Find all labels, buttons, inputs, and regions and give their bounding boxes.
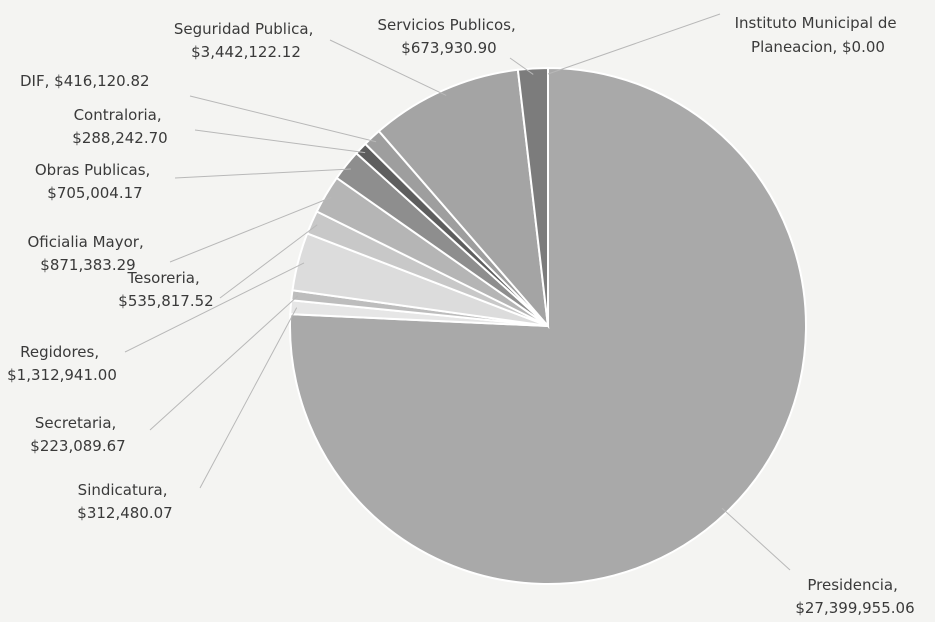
slice-label-sindicatura-value: $312,480.07 (77, 504, 172, 522)
slice-label-secretaria-name: Secretaria (35, 414, 112, 432)
slice-label-regidores-name: Regidores (20, 343, 94, 361)
leader-line-oficialia-mayor (169, 196, 332, 263)
slice-label-presidencia: Presidencia, $27,399,955.06 (795, 576, 914, 617)
slice-label-servicios-publicos: Servicios Publicos, $673,930.90 (377, 16, 520, 57)
slice-label-dif-name: DIF (20, 72, 45, 90)
leader-line-servicios-publicos (509, 57, 534, 75)
slice-label-oficialia-mayor: Oficialia Mayor, $871,383.29 (27, 233, 148, 274)
slice-label-presidencia-name: Presidencia (807, 576, 893, 594)
slice-label-servicios-publicos-name: Servicios Publicos (377, 16, 511, 34)
pie-slice-servicios-publicos (516, 66, 549, 327)
leader-line-regidores (124, 262, 305, 353)
slice-label-sindicatura-name: Sindicatura (78, 481, 163, 499)
slice-label-regidores-value: $1,312,941.00 (7, 366, 117, 384)
slice-label-presidencia-value: $27,399,955.06 (795, 599, 914, 617)
leader-line-contraloria (194, 129, 366, 154)
slice-label-tesoreria-name: Tesoreria (127, 269, 195, 287)
leader-line-obras-publicas (174, 168, 351, 179)
slice-labels: Presidencia, $27,399,955.06 Sindicatura,… (7, 14, 915, 617)
slice-label-obras-publicas: Obras Publicas, $705,004.17 (35, 161, 155, 202)
slice-label-seguridad-publica-value: $3,442,122.12 (191, 43, 301, 61)
slice-label-secretaria-value: $223,089.67 (30, 437, 125, 455)
slice-label-instituto-municipal-name-line2: Planeacion, $0.00 (751, 38, 885, 56)
leader-line-instituto-municipal-de-planeacion (547, 13, 721, 75)
leader-line-secretaria (149, 295, 299, 431)
leader-line-seguridad-publica (329, 39, 447, 96)
slice-label-presidencia-comma: , (893, 576, 898, 594)
slice-label-obras-publicas-value: $705,004.17 (47, 184, 142, 202)
leader-line-dif (189, 95, 377, 143)
slice-label-contraloria: Contraloria, $288,242.70 (72, 106, 167, 147)
slice-label-contraloria-value: $288,242.70 (72, 129, 167, 147)
slice-label-seguridad-publica-name: Seguridad Publica (174, 20, 309, 38)
slice-label-dif: DIF, $416,120.82 (20, 72, 150, 90)
slice-label-oficialia-mayor-value: $871,383.29 (40, 256, 135, 274)
slice-label-tesoreria: Tesoreria, $535,817.52 (118, 269, 213, 310)
leader-line-sindicatura (199, 307, 298, 489)
slice-label-obras-publicas-name: Obras Publicas (35, 161, 146, 179)
slice-label-tesoreria-value: $535,817.52 (118, 292, 213, 310)
slice-label-regidores: Regidores, $1,312,941.00 (7, 343, 117, 384)
slice-label-sindicatura: Sindicatura, $312,480.07 (77, 481, 172, 522)
slice-label-contraloria-name: Contraloria (74, 106, 157, 124)
pie-slice-seguridad-publica (377, 68, 550, 330)
leader-lines (124, 13, 791, 571)
slice-label-seguridad-publica: Seguridad Publica, $3,442,122.12 (174, 20, 318, 61)
slice-label-servicios-publicos-value: $673,930.90 (401, 39, 496, 57)
pie-slices (289, 66, 807, 585)
slice-label-oficialia-mayor-name: Oficialia Mayor (27, 233, 139, 251)
slice-label-dif-value: $416,120.82 (54, 72, 149, 90)
slice-label-instituto-municipal-name-line1: Instituto Municipal de (735, 14, 897, 32)
slice-label-secretaria: Secretaria, $223,089.67 (30, 414, 125, 455)
leader-line-tesoreria (219, 224, 318, 299)
slice-label-instituto-municipal: Instituto Municipal de Planeacion, $0.00 (735, 14, 902, 56)
leader-line-presidencia (721, 507, 791, 571)
